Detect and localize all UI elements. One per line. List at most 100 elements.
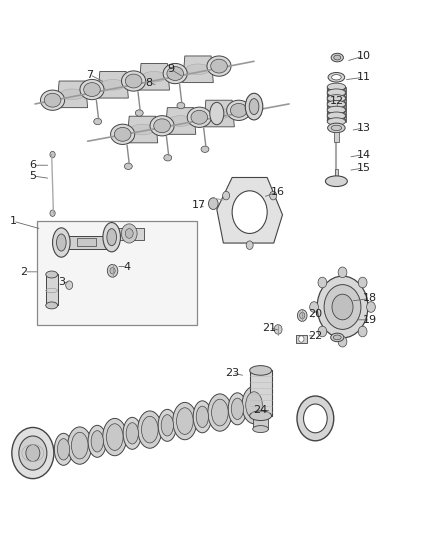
Ellipse shape <box>167 67 184 80</box>
Circle shape <box>208 198 218 209</box>
Polygon shape <box>165 108 196 134</box>
Ellipse shape <box>142 71 166 82</box>
Ellipse shape <box>327 102 346 109</box>
Ellipse shape <box>40 90 64 110</box>
Ellipse shape <box>207 56 231 76</box>
Text: 5: 5 <box>29 171 36 181</box>
Ellipse shape <box>161 415 173 436</box>
Ellipse shape <box>71 432 88 459</box>
Ellipse shape <box>107 229 117 246</box>
Bar <box>77 238 96 246</box>
Ellipse shape <box>327 94 346 100</box>
Ellipse shape <box>125 74 142 88</box>
Polygon shape <box>217 177 283 243</box>
Circle shape <box>297 396 334 441</box>
Ellipse shape <box>250 366 272 375</box>
Ellipse shape <box>327 96 346 103</box>
Circle shape <box>107 264 118 277</box>
Bar <box>253 416 268 429</box>
Bar <box>328 87 345 122</box>
Ellipse shape <box>327 112 346 119</box>
Ellipse shape <box>333 335 341 340</box>
Ellipse shape <box>212 399 228 426</box>
Circle shape <box>12 427 54 479</box>
Circle shape <box>317 276 368 338</box>
Text: 14: 14 <box>357 150 371 159</box>
Circle shape <box>324 285 361 329</box>
Ellipse shape <box>327 106 346 114</box>
Text: 8: 8 <box>145 78 152 87</box>
Text: 19: 19 <box>363 315 377 325</box>
Ellipse shape <box>46 271 57 278</box>
Ellipse shape <box>325 176 347 187</box>
Ellipse shape <box>211 59 227 73</box>
Circle shape <box>332 294 353 320</box>
Polygon shape <box>127 116 158 143</box>
Text: 2: 2 <box>21 267 28 277</box>
Text: 10: 10 <box>357 51 371 61</box>
Text: 9: 9 <box>167 64 174 74</box>
Ellipse shape <box>331 53 343 62</box>
Ellipse shape <box>80 79 104 100</box>
Circle shape <box>50 151 55 158</box>
Ellipse shape <box>186 64 210 75</box>
Polygon shape <box>204 100 234 127</box>
Text: 16: 16 <box>271 187 285 197</box>
Text: 18: 18 <box>363 294 377 303</box>
Ellipse shape <box>201 146 209 152</box>
Ellipse shape <box>102 418 127 456</box>
Ellipse shape <box>210 102 224 125</box>
Bar <box>335 169 338 181</box>
Circle shape <box>125 229 133 238</box>
Text: 15: 15 <box>357 163 371 173</box>
Ellipse shape <box>164 155 172 161</box>
Bar <box>334 132 339 142</box>
Ellipse shape <box>331 333 344 342</box>
Ellipse shape <box>249 99 259 115</box>
Ellipse shape <box>44 93 61 107</box>
Ellipse shape <box>158 409 177 441</box>
Circle shape <box>297 310 307 321</box>
Ellipse shape <box>135 110 143 116</box>
Ellipse shape <box>327 88 346 94</box>
Circle shape <box>318 326 327 337</box>
Ellipse shape <box>91 431 103 452</box>
Ellipse shape <box>230 103 247 117</box>
Ellipse shape <box>227 100 251 120</box>
Bar <box>58 236 115 249</box>
Text: 3: 3 <box>58 278 65 287</box>
Ellipse shape <box>327 100 346 106</box>
Circle shape <box>19 436 47 470</box>
Ellipse shape <box>328 72 345 82</box>
Ellipse shape <box>327 106 346 112</box>
Circle shape <box>318 277 327 288</box>
Ellipse shape <box>88 425 106 457</box>
Circle shape <box>121 224 137 243</box>
Ellipse shape <box>327 114 346 120</box>
Ellipse shape <box>101 79 125 90</box>
Ellipse shape <box>60 89 84 100</box>
Ellipse shape <box>208 394 232 431</box>
Ellipse shape <box>242 386 266 424</box>
Ellipse shape <box>126 423 138 444</box>
Ellipse shape <box>103 223 120 252</box>
Bar <box>46 274 58 305</box>
Ellipse shape <box>53 228 70 257</box>
Ellipse shape <box>245 93 263 120</box>
Text: 13: 13 <box>357 123 371 133</box>
Ellipse shape <box>57 234 66 251</box>
Ellipse shape <box>327 118 346 125</box>
Text: 17: 17 <box>192 200 206 210</box>
Circle shape <box>338 336 347 347</box>
Ellipse shape <box>207 108 231 119</box>
Text: 20: 20 <box>308 310 322 319</box>
Circle shape <box>299 336 304 342</box>
Text: 23: 23 <box>225 368 239 378</box>
Text: 1: 1 <box>10 216 17 226</box>
Bar <box>37 221 197 325</box>
Text: 22: 22 <box>308 331 322 341</box>
Ellipse shape <box>327 100 346 108</box>
Ellipse shape <box>84 83 100 96</box>
Ellipse shape <box>121 71 145 91</box>
Polygon shape <box>139 63 170 90</box>
